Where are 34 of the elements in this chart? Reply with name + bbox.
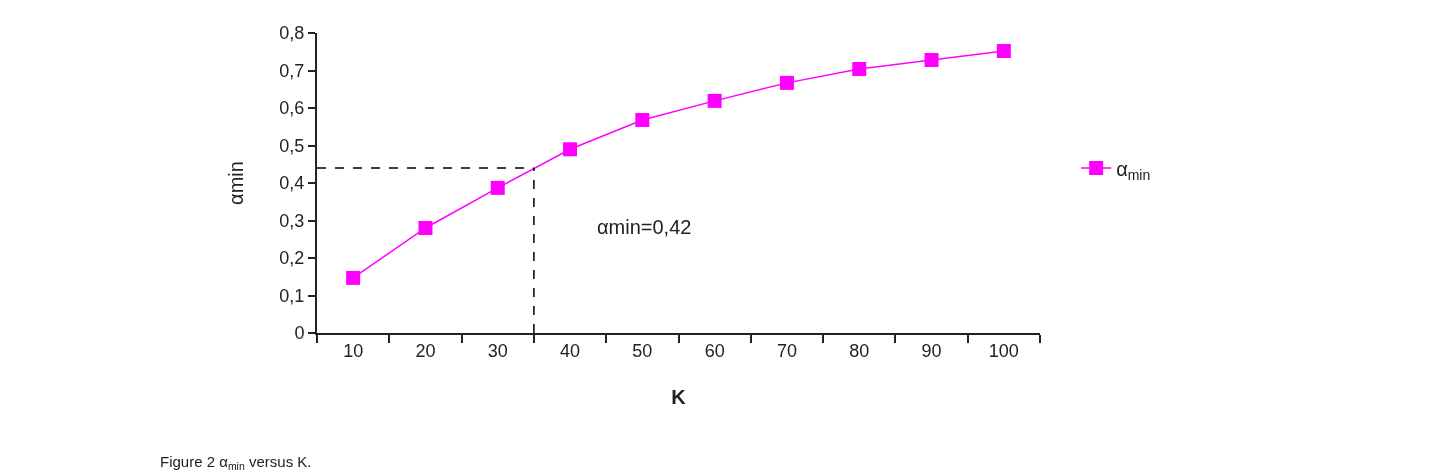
point [490, 180, 505, 195]
x-tick-label: 70 [776, 340, 797, 361]
point [635, 113, 650, 127]
x-tick-label: 50 [632, 340, 653, 361]
point [852, 62, 867, 76]
x-tick-label: 60 [704, 340, 725, 361]
y-axis-title: αmin [225, 161, 248, 205]
point [418, 221, 433, 235]
caption: Figure 2 α$_{min}$ versus K. [160, 453, 312, 473]
y-tick-label: 0,6 [279, 98, 305, 119]
x-tick-label: 20 [415, 340, 436, 361]
point [996, 44, 1011, 58]
x-tick-label: 40 [560, 340, 581, 361]
y-tick-label: 0,2 [279, 248, 305, 269]
annotation: αmin=0,42 [597, 216, 692, 238]
point [779, 75, 794, 90]
point [924, 53, 939, 67]
x-tick-label: 10 [343, 340, 364, 361]
legend-label: α$_{min}$ [1116, 157, 1151, 183]
y-tick-label: 0,4 [279, 173, 305, 194]
y-tick-label: 0,8 [279, 23, 305, 44]
y-tick-label: 0 [294, 323, 305, 344]
point [563, 142, 578, 157]
x-tick-label: 90 [921, 340, 942, 361]
y-tick-label: 0,7 [279, 60, 305, 81]
y-tick-label: 0,5 [279, 135, 305, 156]
x-tick-label: 30 [487, 340, 508, 361]
y-tick-label: 0,1 [279, 285, 305, 306]
point [707, 93, 722, 108]
x-axis-title: K [671, 385, 687, 408]
x-tick-label: 80 [849, 340, 870, 361]
point [346, 270, 361, 285]
x-tick-label: 100 [988, 340, 1019, 361]
y-tick-label: 0,3 [279, 210, 305, 231]
